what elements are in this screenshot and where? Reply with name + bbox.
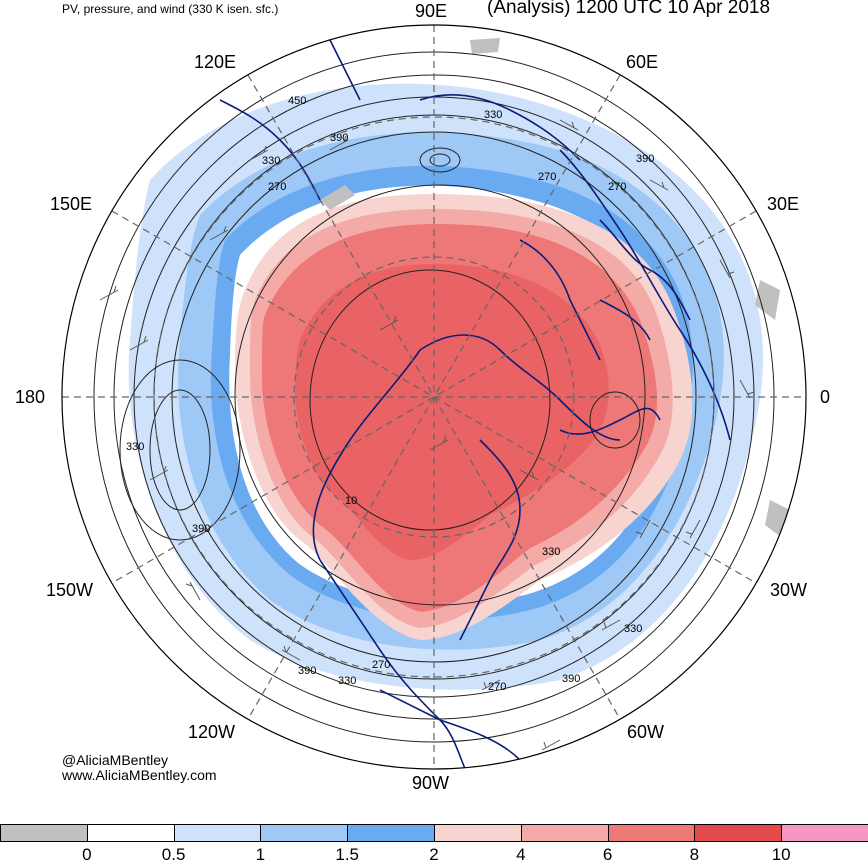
colorbar-tick-label: 6 <box>602 845 613 864</box>
contour-label: 330 <box>126 441 144 453</box>
colorbar-swatch <box>347 824 435 842</box>
lon-label-30w: 30W <box>770 580 808 600</box>
colorbar-swatch <box>86 824 175 842</box>
colorbar-swatch <box>781 824 868 842</box>
colorbar-tick-label: 2 <box>429 845 439 864</box>
lon-label-60w: 60W <box>627 722 665 742</box>
pv-negative-patch <box>755 280 780 320</box>
lon-label-150e: 150E <box>50 194 93 214</box>
lon-label-180: 180 <box>15 387 46 407</box>
colorbar-swatch <box>520 824 609 842</box>
pv-core-dark-red <box>295 263 609 560</box>
contour-label: 390 <box>192 523 210 535</box>
colorbar-tick-label: 1 <box>255 845 266 864</box>
pv-negative-patch <box>470 38 500 54</box>
lon-label-120e: 120E <box>194 52 237 72</box>
contour-label: 270 <box>488 681 506 693</box>
colorbar-tick-label: 0 <box>82 845 92 864</box>
lon-label-90e: 90E <box>415 1 448 21</box>
colorbar-swatch <box>434 824 522 842</box>
lon-label-0: 0 <box>820 387 831 407</box>
contour-label: 330 <box>484 109 502 121</box>
contour-label: 390 <box>330 132 348 144</box>
lon-label-120w: 120W <box>188 722 236 742</box>
contour-label: 330 <box>262 155 280 167</box>
graticule <box>62 25 806 769</box>
pv-negative-patch <box>320 185 355 210</box>
colorbar-tick-label: 8 <box>689 845 700 864</box>
colorbar-tick-label: 0.5 <box>161 845 186 864</box>
colorbar-swatch <box>607 824 696 842</box>
colorbar <box>0 824 868 844</box>
polar-stereographic-map: 450 390 330 330 270 270 390 330 390 330 … <box>61 24 807 770</box>
lon-label-90w: 90W <box>412 773 450 793</box>
colorbar-swatch <box>0 824 88 842</box>
contour-label: 270 <box>538 171 556 183</box>
contour-label: 330 <box>542 546 560 558</box>
lon-label-150w: 150W <box>46 580 94 600</box>
lon-label-60e: 60E <box>626 52 659 72</box>
contour-label: 390 <box>562 673 580 685</box>
map-boundary <box>61 24 807 770</box>
contour-label: 10 <box>345 495 357 507</box>
credit-handle: @AliciaMBentley <box>62 752 169 768</box>
contour-label: 390 <box>636 153 654 165</box>
coastlines <box>219 39 731 769</box>
colorbar-tick-label: 10 <box>771 845 791 864</box>
map-title: PV, pressure, and wind (330 K isen. sfc.… <box>62 2 279 16</box>
colorbar-tick-label: 4 <box>516 845 526 864</box>
colorbar-swatch <box>694 824 783 842</box>
contour-label: 270 <box>608 181 626 193</box>
contour-label: 270 <box>268 181 286 193</box>
contour-label: 330 <box>624 623 642 635</box>
pv-core-red <box>262 223 658 612</box>
lon-label-30e: 30E <box>767 194 800 214</box>
credit-website[interactable]: www.AliciaMBentley.com <box>62 767 217 783</box>
contour-label: 450 <box>288 95 306 107</box>
contour-label: 270 <box>372 659 390 671</box>
colorbar-swatch <box>173 824 262 842</box>
colorbar-tick-label: 1.5 <box>335 845 360 864</box>
wind-barbs <box>99 119 755 751</box>
contour-label: 390 <box>298 665 316 677</box>
contour-label: 330 <box>338 675 356 687</box>
colorbar-swatch <box>260 824 349 842</box>
valid-time-title: (Analysis) 1200 UTC 10 Apr 2018 <box>487 0 771 18</box>
